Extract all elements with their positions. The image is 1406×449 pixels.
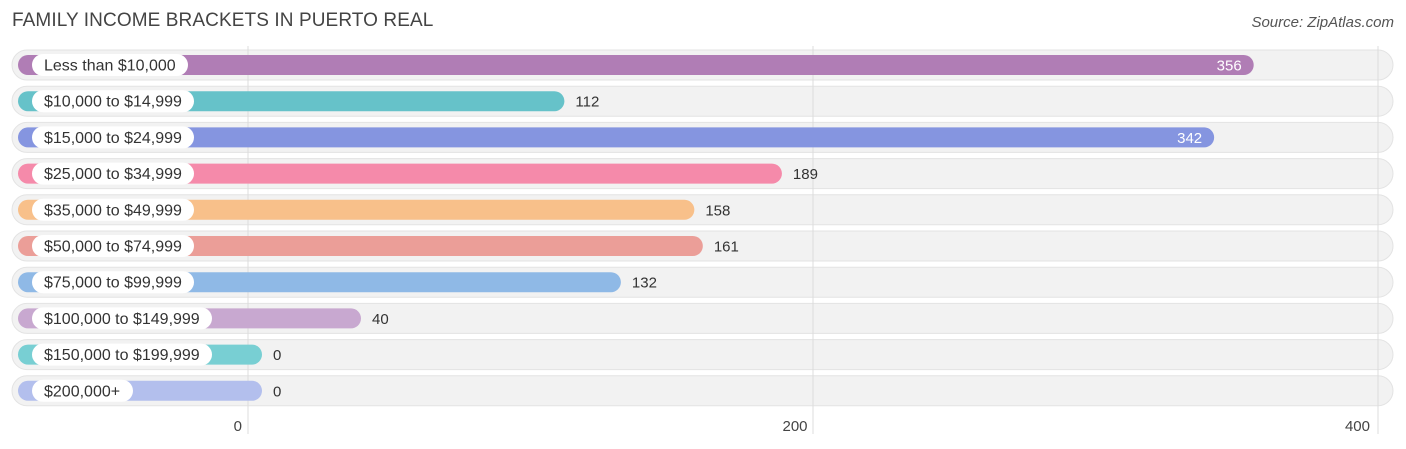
category-label-pill [32, 271, 194, 294]
value-label: 40 [372, 311, 389, 328]
category-label-pill [32, 379, 133, 402]
value-label: 0 [273, 347, 281, 364]
category-label: $35,000 to $49,999 [44, 202, 182, 219]
row-background [11, 339, 1394, 371]
category-label: $75,000 to $99,999 [44, 275, 182, 292]
value-label: 161 [714, 239, 739, 256]
category-label-pill [32, 307, 212, 330]
x-tick-label: 0 [234, 418, 242, 435]
value-label: 342 [1177, 130, 1202, 147]
bar [18, 127, 1215, 148]
category-label-pill [32, 54, 188, 76]
value-label: 158 [705, 202, 730, 219]
x-tick-label: 200 [782, 418, 807, 435]
value-label: 112 [575, 94, 599, 111]
value-label: 132 [632, 275, 657, 292]
category-label: $100,000 to $149,999 [44, 311, 200, 328]
value-label: 356 [1217, 58, 1242, 75]
bar [18, 163, 782, 184]
category-label-pill [32, 198, 194, 221]
category-label-pill [32, 90, 194, 113]
category-label: $10,000 to $14,999 [44, 94, 182, 111]
category-label: $150,000 to $199,999 [44, 347, 200, 364]
row-background [11, 375, 1394, 407]
category-label-pill [32, 343, 212, 366]
bar [18, 55, 1254, 75]
chart-title: FAMILY INCOME BRACKETS IN PUERTO REAL [12, 10, 434, 31]
value-label: 0 [273, 383, 281, 400]
x-tick-label: 400 [1345, 418, 1370, 435]
category-label: Less than $10,000 [44, 58, 176, 75]
category-label: $200,000+ [44, 383, 120, 400]
source-label: Source: ZipAtlas.com [1251, 14, 1394, 31]
category-label-pill [32, 126, 194, 149]
category-label: $50,000 to $74,999 [44, 239, 182, 256]
category-label-pill [32, 235, 194, 257]
category-label: $25,000 to $34,999 [44, 166, 182, 183]
value-label: 189 [793, 166, 818, 183]
category-label: $15,000 to $24,999 [44, 130, 182, 147]
category-label-pill [32, 162, 194, 185]
